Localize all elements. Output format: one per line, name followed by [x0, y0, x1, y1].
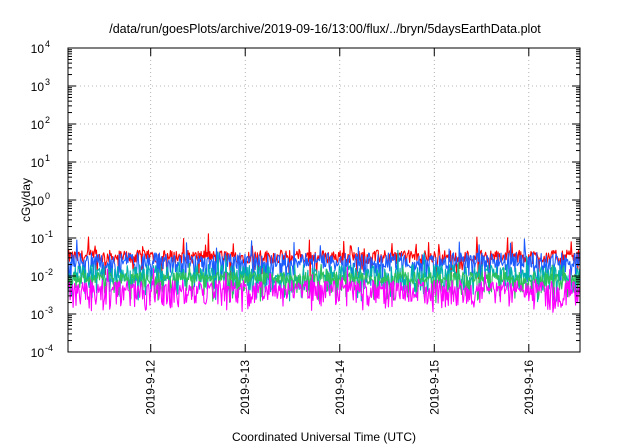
- y-tick-label: 10: [31, 232, 45, 246]
- y-tick-label: 10: [31, 270, 45, 284]
- x-tick-label: 2019-9-12: [144, 360, 158, 415]
- y-tick-label: 10: [31, 42, 45, 56]
- y-tick-label: 10: [31, 194, 45, 208]
- series-line-5: [67, 266, 581, 313]
- chart-title: /data/run/goesPlots/archive/2019-09-16/1…: [109, 22, 541, 36]
- x-axis: 2019-9-12 2019-9-13 2019-9-14 2019-9-15 2019…: [144, 48, 536, 415]
- y-tick-exponent: 0: [45, 191, 50, 201]
- series-line-2: [67, 238, 581, 289]
- series-layer: [67, 233, 581, 313]
- y-tick-label: 10: [31, 156, 45, 170]
- y-tick-exponent: -1: [45, 229, 53, 239]
- y-tick-exponent: -2: [45, 267, 53, 277]
- y-axis-label: cGy/day: [19, 178, 33, 222]
- y-tick-exponent: 2: [45, 115, 50, 125]
- y-tick-label: 10: [31, 80, 45, 94]
- y-tick-label: 10: [31, 118, 45, 132]
- x-tick-label: 2019-9-15: [427, 360, 441, 415]
- x-axis-label: Coordinated Universal Time (UTC): [232, 430, 416, 444]
- y-tick-exponent: 1: [45, 153, 50, 163]
- x-tick-label: 2019-9-14: [333, 360, 347, 415]
- y-tick-exponent: -4: [45, 343, 53, 353]
- y-tick-label: 10: [31, 308, 45, 322]
- y-tick-exponent: 4: [45, 39, 50, 49]
- y-tick-exponent: -3: [45, 305, 53, 315]
- x-tick-label: 2019-9-13: [238, 360, 252, 415]
- y-tick-exponent: 3: [45, 77, 50, 87]
- y-tick-label: 10: [31, 346, 45, 360]
- x-tick-label: 2019-9-16: [522, 360, 536, 415]
